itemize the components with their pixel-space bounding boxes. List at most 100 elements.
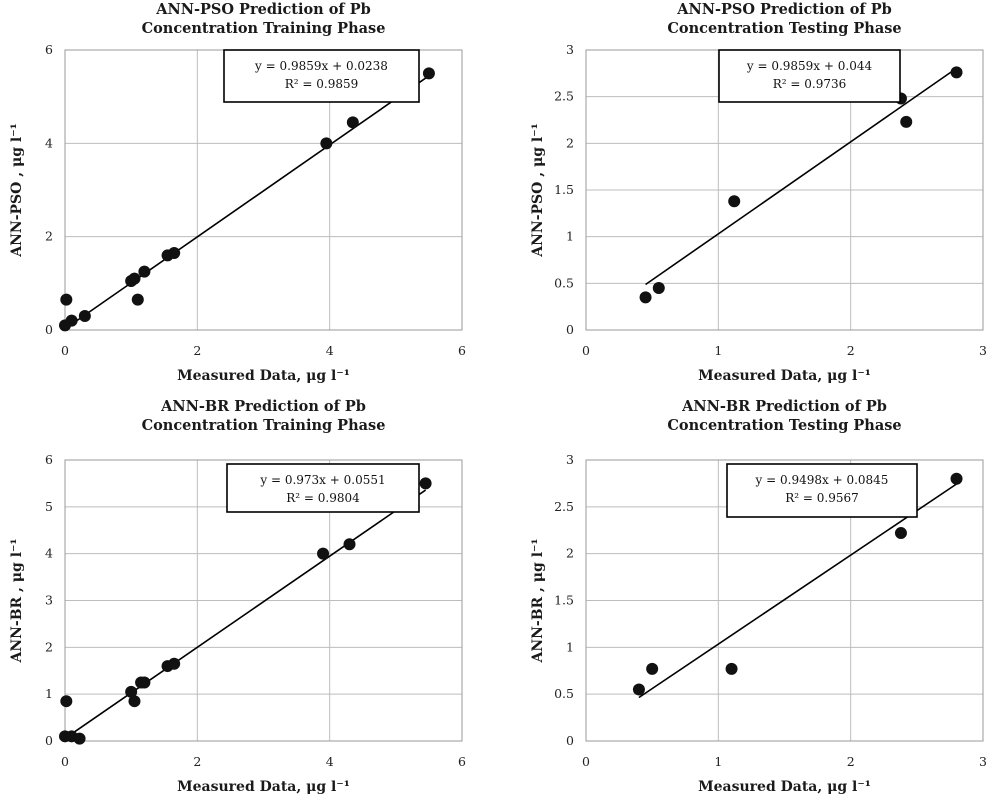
equation-box	[718, 49, 901, 103]
y-axis-title: ANN-BR , μg l⁻¹	[530, 538, 546, 663]
data-point	[128, 272, 141, 285]
data-point	[652, 282, 665, 294]
y-tick-label: 0	[45, 733, 53, 748]
x-tick-label: 4	[326, 343, 334, 358]
y-tick-label: 1	[566, 229, 574, 244]
data-point	[646, 662, 659, 675]
data-point	[900, 115, 913, 128]
x-tick-label: 0	[582, 754, 590, 769]
chart-title-line: Concentration Training Phase	[142, 20, 386, 37]
y-tick-label: 1.5	[554, 182, 574, 197]
y-axis-title: ANN-PSO , μg l⁻¹	[530, 123, 546, 257]
y-tick-label: 0	[566, 322, 574, 337]
data-point	[60, 695, 73, 708]
data-point	[320, 137, 333, 150]
data-point	[78, 310, 91, 322]
y-tick-label: 4	[45, 135, 53, 150]
equation-box	[226, 463, 420, 513]
data-point	[894, 527, 907, 540]
x-tick-label: 2	[193, 754, 201, 769]
x-tick-label: 2	[847, 343, 855, 358]
chart-title-line: ANN-BR Prediction of Pb	[160, 398, 366, 415]
y-tick-label: 3	[566, 42, 574, 57]
data-point	[168, 247, 181, 259]
r-squared-label: R² = 0.9567	[785, 491, 859, 505]
trendline	[64, 489, 427, 740]
y-tick-label: 0.5	[554, 275, 574, 290]
y-tick-label: 1	[566, 639, 574, 654]
data-point	[950, 66, 963, 79]
x-tick-label: 3	[979, 754, 987, 769]
x-tick-label: 0	[61, 343, 69, 358]
x-axis-title: Measured Data, μg l⁻¹	[698, 779, 871, 794]
data-point	[632, 683, 645, 696]
chart-panel-4: ANN-BR Prediction of Pb Concentration Tes…	[530, 398, 987, 794]
x-tick-label: 3	[979, 343, 987, 358]
chart-panel-1: ANN-PSO Prediction of Pb Concentration Tr…	[9, 1, 466, 384]
y-tick-label: 1.5	[554, 593, 574, 608]
y-axis-title: ANN-PSO , μg l⁻¹	[9, 123, 25, 257]
trendline	[645, 67, 957, 286]
x-axis-title: Measured Data, μg l⁻¹	[177, 368, 350, 384]
y-tick-label: 3	[566, 452, 574, 467]
x-tick-label: 2	[193, 343, 201, 358]
r-squared-label: R² = 0.9859	[285, 77, 359, 91]
data-point	[168, 657, 181, 670]
data-point	[125, 685, 138, 698]
r-squared-label: R² = 0.9736	[773, 77, 847, 91]
x-tick-label: 4	[326, 754, 334, 769]
equation-box	[223, 49, 420, 103]
chart-panel-3: ANN-BR Prediction of Pb Concentration Tra…	[9, 398, 466, 794]
chart-panel-2: ANN-PSO Prediction of Pb Concentration Te…	[530, 1, 987, 384]
data-point	[73, 732, 86, 745]
y-tick-label: 0.5	[554, 686, 574, 701]
chart-title-line: Concentration Testing Phase	[667, 417, 901, 434]
x-tick-label: 0	[61, 754, 69, 769]
trendline	[64, 75, 430, 330]
y-tick-label: 0	[45, 322, 53, 337]
x-tick-label: 0	[582, 343, 590, 358]
data-point	[725, 662, 738, 675]
regression-equation: y = 0.9498x + 0.0845	[755, 473, 889, 487]
y-tick-label: 6	[45, 42, 53, 57]
x-tick-label: 6	[458, 343, 466, 358]
chart-title-line: ANN-PSO Prediction of Pb	[155, 1, 371, 18]
data-point	[131, 293, 144, 306]
y-tick-label: 1	[45, 686, 53, 701]
x-tick-label: 1	[714, 343, 722, 358]
data-point	[639, 291, 652, 304]
data-point	[728, 195, 741, 208]
y-axis-title: ANN-BR , μg l⁻¹	[9, 538, 25, 663]
data-point	[346, 116, 359, 129]
y-tick-label: 5	[45, 499, 53, 514]
regression-equation: y = 0.9859x + 0.044	[746, 59, 873, 73]
plot-area	[64, 459, 463, 742]
x-axis-title: Measured Data, μg l⁻¹	[698, 368, 871, 384]
x-tick-label: 2	[847, 754, 855, 769]
chart-title-line: Concentration Training Phase	[142, 417, 386, 434]
data-point	[65, 314, 78, 327]
data-point	[138, 676, 151, 689]
equation-box	[726, 463, 918, 518]
y-tick-label: 2	[45, 639, 53, 654]
data-point	[138, 265, 151, 278]
data-point	[950, 472, 963, 485]
x-tick-label: 1	[714, 754, 722, 769]
y-tick-label: 2	[45, 229, 53, 244]
x-axis-title: Measured Data, μg l⁻¹	[177, 779, 350, 794]
y-tick-label: 4	[45, 546, 53, 561]
data-point	[422, 67, 435, 80]
data-point	[343, 538, 356, 551]
regression-equation: y = 0.973x + 0.0551	[259, 473, 385, 487]
plot-area	[585, 459, 984, 742]
regression-equation: y = 0.9859x + 0.0238	[254, 59, 388, 73]
trendline	[638, 483, 957, 699]
y-tick-label: 2	[566, 135, 574, 150]
y-tick-label: 0	[566, 733, 574, 748]
data-point	[419, 477, 432, 490]
data-point	[128, 695, 141, 708]
data-point	[317, 547, 330, 560]
y-tick-label: 2.5	[554, 499, 574, 514]
y-tick-label: 2.5	[554, 89, 574, 104]
y-tick-label: 2	[566, 546, 574, 561]
